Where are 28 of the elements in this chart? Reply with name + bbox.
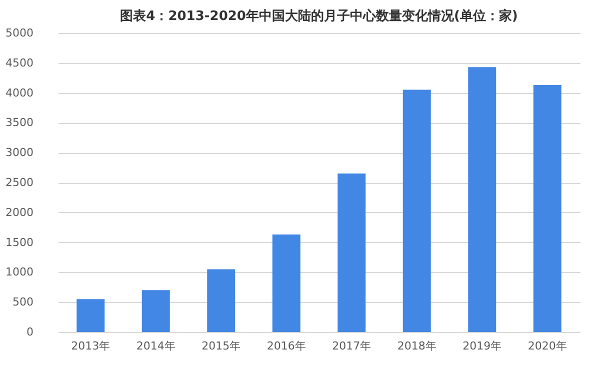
bar: [468, 67, 496, 332]
y-tick-label: 1500: [6, 236, 34, 249]
y-tick-label: 4000: [6, 86, 34, 100]
bar: [533, 85, 562, 332]
x-tick-label: 2015年: [202, 340, 241, 352]
y-tick-label: 3500: [6, 116, 34, 130]
y-tick-label: 5000: [6, 26, 34, 40]
bar: [402, 90, 431, 332]
bar: [272, 234, 300, 332]
y-tick-label: 500: [12, 296, 34, 309]
chart-title: 图表4：2013-2020年中国大陆的月子中心数量变化情况(单位：家): [120, 8, 518, 24]
x-tick-label: 2018年: [397, 340, 436, 352]
bar: [207, 269, 236, 332]
bar: [142, 290, 170, 332]
y-tick-label: 4500: [6, 56, 34, 70]
x-tick-label: 2020年: [528, 340, 567, 352]
y-tick-label: 2000: [6, 206, 34, 219]
bar: [338, 174, 366, 332]
y-tick-label: 1000: [6, 266, 34, 279]
x-tick-label: 2019年: [462, 340, 502, 352]
x-tick-label: 2013年: [71, 340, 110, 352]
y-tick-label: 2500: [6, 176, 34, 189]
x-tick-label: 2016年: [266, 340, 306, 352]
y-tick-label: 3000: [6, 146, 34, 160]
x-tick-label: 2017年: [332, 340, 372, 352]
y-tick-label: 0: [26, 326, 34, 338]
bar: [76, 299, 105, 332]
x-tick-label: 2014年: [136, 340, 176, 352]
